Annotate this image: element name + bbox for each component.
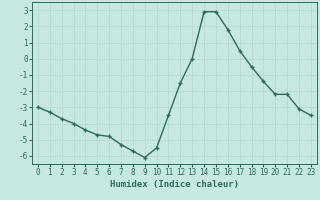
X-axis label: Humidex (Indice chaleur): Humidex (Indice chaleur) [110,180,239,189]
